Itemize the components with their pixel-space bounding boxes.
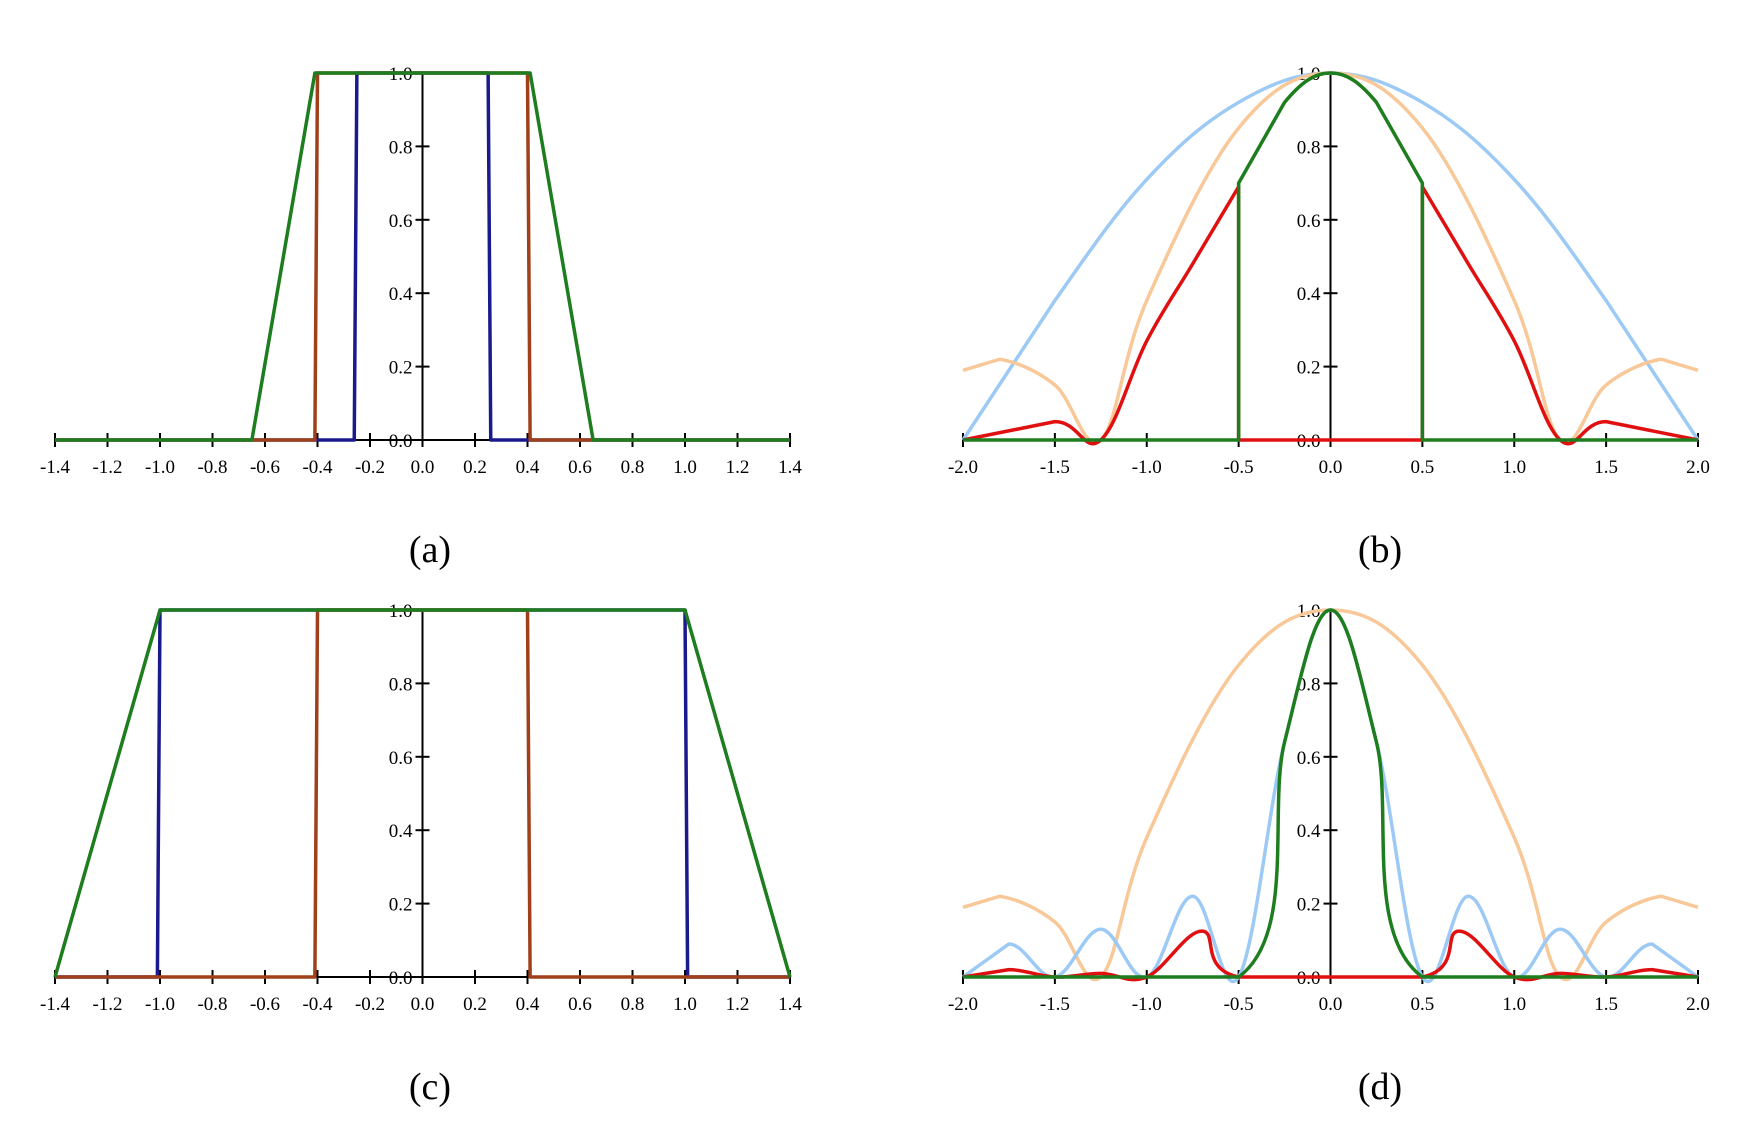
x-tick-label: -2.0 [948,994,978,1015]
x-tick-label: -2.0 [948,457,978,478]
y-tick-label: 0.6 [1297,748,1321,769]
x-tick-label: -0.4 [302,457,333,478]
x-tick-label: 0.6 [568,457,592,478]
y-tick-label: 0.6 [389,748,413,769]
chart-panel-c: -1.4 -1.2 -1.0 -0.8 -0.6 -0.4 -0.2 0.0 0.2 0.4 0.6… [0,540,870,1120]
x-tick-label: 1.5 [1594,994,1618,1015]
x-tick-label: 0.2 [463,994,487,1015]
y-tick-label: 0.8 [1297,674,1321,695]
y-tick-label: 0.8 [389,674,413,695]
chart-a-svg: -1.4 -1.2 -1.0 -0.8 -0.6 -0.4 -0.2 0.0 0.2 0.4 0.6… [40,64,802,478]
y-tick-label: 0.6 [1297,211,1321,232]
series-line-3 [963,608,1698,979]
x-tick-label: -0.6 [250,994,280,1015]
x-tick-label: -1.0 [1132,457,1162,478]
x-tick-label: -0.2 [355,457,385,478]
y-tick-label: 0.4 [389,821,413,842]
x-tick-label: 1.4 [778,994,802,1015]
series-line-2 [962,929,1699,982]
series-line-3 [963,71,1698,442]
x-tick-label: -1.4 [40,994,71,1015]
x-tick-label: 1.0 [1502,457,1526,478]
x-tick-label: -0.4 [302,994,333,1015]
x-tick-label: -0.5 [1224,994,1254,1015]
x-tick-label: -0.8 [197,994,227,1015]
x-tick-label: 2.0 [1686,994,1710,1015]
x-tick-label: -1.0 [145,994,175,1015]
x-tick-label: 0.0 [411,994,435,1015]
x-tick-label: -1.2 [92,457,122,478]
x-tick-label: -1.4 [40,457,71,478]
x-tick-label: -0.5 [1224,457,1254,478]
x-tick-label: 1.2 [726,457,750,478]
x-tick-label: 1.0 [673,994,697,1015]
chart-c-caption: (c) [408,1066,452,1108]
x-tick-label: 0.5 [1411,994,1435,1015]
y-tick-label: 0.2 [1297,895,1321,916]
x-tick-label: -1.5 [1040,457,1070,478]
y-tick-label: 0.4 [1297,284,1321,305]
x-tick-label: 1.4 [778,457,802,478]
y-tick-label: 0.2 [1297,358,1321,379]
y-tick-label: 0.4 [389,284,413,305]
y-tick-label: 0.2 [389,358,413,379]
x-tick-label: 0.6 [568,994,592,1015]
x-tick-label: -1.0 [1132,994,1162,1015]
series-line-2 [53,608,792,978]
y-tick-label: 0.0 [389,431,413,452]
x-tick-label: 0.4 [516,994,540,1015]
x-tick-label: 0.2 [463,457,487,478]
y-tick-label: 0.0 [389,968,413,989]
chart-panel-a: -1.4 -1.2 -1.0 -0.8 -0.6 -0.4 -0.2 0.0 0.2 0.4 0.6… [0,0,870,571]
chart-a-caption: (a) [408,529,452,571]
x-tick-label: 2.0 [1686,457,1710,478]
y-tick-label: 0.8 [389,137,413,158]
x-tick-label: -1.0 [145,457,175,478]
x-tick-label: 0.0 [1319,994,1343,1015]
x-tick-label: 0.8 [621,457,645,478]
x-tick-label: 0.5 [1411,457,1435,478]
x-tick-label: 0.0 [1319,457,1343,478]
x-tick-label: 1.2 [726,994,750,1015]
x-tick-label: 0.8 [621,994,645,1015]
chart-b-svg: -2.0 -1.5 -1.0 -0.5 0.0 0.5 1.0 1.5 2.00.00.20.4… [948,64,1710,478]
x-tick-label: 0.0 [411,457,435,478]
x-tick-label: -0.8 [197,457,227,478]
x-tick-label: 1.5 [1594,457,1618,478]
y-tick-label: 0.2 [389,895,413,916]
chart-d-svg: -2.0 -1.5 -1.0 -0.5 0.0 0.5 1.0 1.5 2.00.00.20.4… [948,601,1710,1015]
x-tick-label: -0.6 [250,457,280,478]
x-tick-label: -1.5 [1040,994,1070,1015]
chart-panel-d: -2.0 -1.5 -1.0 -0.5 0.0 0.5 1.0 1.5 2.0 0.0 0.2 0.4… [870,540,1740,1120]
y-tick-label: 0.8 [1297,137,1321,158]
y-tick-label: 0.4 [1297,821,1321,842]
x-tick-label: 0.4 [516,457,540,478]
x-tick-label: -0.2 [355,994,385,1015]
series-line-2 [55,71,790,442]
x-tick-label: 1.0 [673,457,697,478]
chart-c-svg: -1.4 -1.2 -1.0 -0.8 -0.6 -0.4 -0.2 0.0 0.2 0.4 0.6… [40,601,802,1015]
chart-d-caption: (d) [1357,1066,1403,1108]
x-tick-label: -1.2 [92,994,122,1015]
y-tick-label: 0.6 [389,211,413,232]
x-tick-label: 1.0 [1502,994,1526,1015]
chart-panel-b: -2.0 -1.5 -1.0 -0.5 0.0 0.5 1.0 1.5 2.0 0.0 0.2 0.4… [870,0,1740,571]
chart-b-caption: (b) [1357,529,1403,571]
